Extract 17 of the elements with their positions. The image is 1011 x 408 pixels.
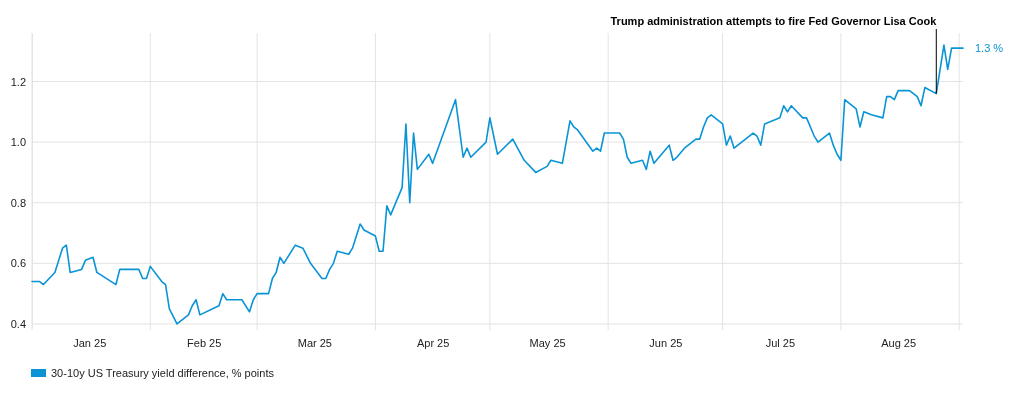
y-tick-label: 0.8: [10, 196, 26, 209]
x-tick-label: Jan 25: [73, 336, 107, 349]
x-tick-label: Mar 25: [297, 336, 332, 349]
y-tick-label: 1.0: [10, 136, 26, 149]
y-tick-label: 0.6: [10, 257, 26, 270]
annotation: Trump administration attempts to fire Fed Governor Lisa Cook: [610, 15, 938, 27]
x-tick-label: Jul 25: [765, 336, 796, 349]
x-tick-label: Jun 25: [649, 336, 683, 349]
x-tick-label: Apr 25: [416, 336, 450, 349]
x-tick-label: Feb 25: [187, 336, 222, 349]
x-tick-label: Aug 25: [881, 336, 917, 349]
legend-label: 30-10y US Treasury yield difference, % points: [51, 367, 275, 379]
y-tick-label: 1.2: [10, 75, 26, 88]
x-tick-label: May 25: [529, 336, 566, 349]
data-label: 1.3 %: [975, 42, 1004, 55]
line-series: [31, 44, 964, 325]
y-tick-label: 0.4: [10, 317, 26, 330]
